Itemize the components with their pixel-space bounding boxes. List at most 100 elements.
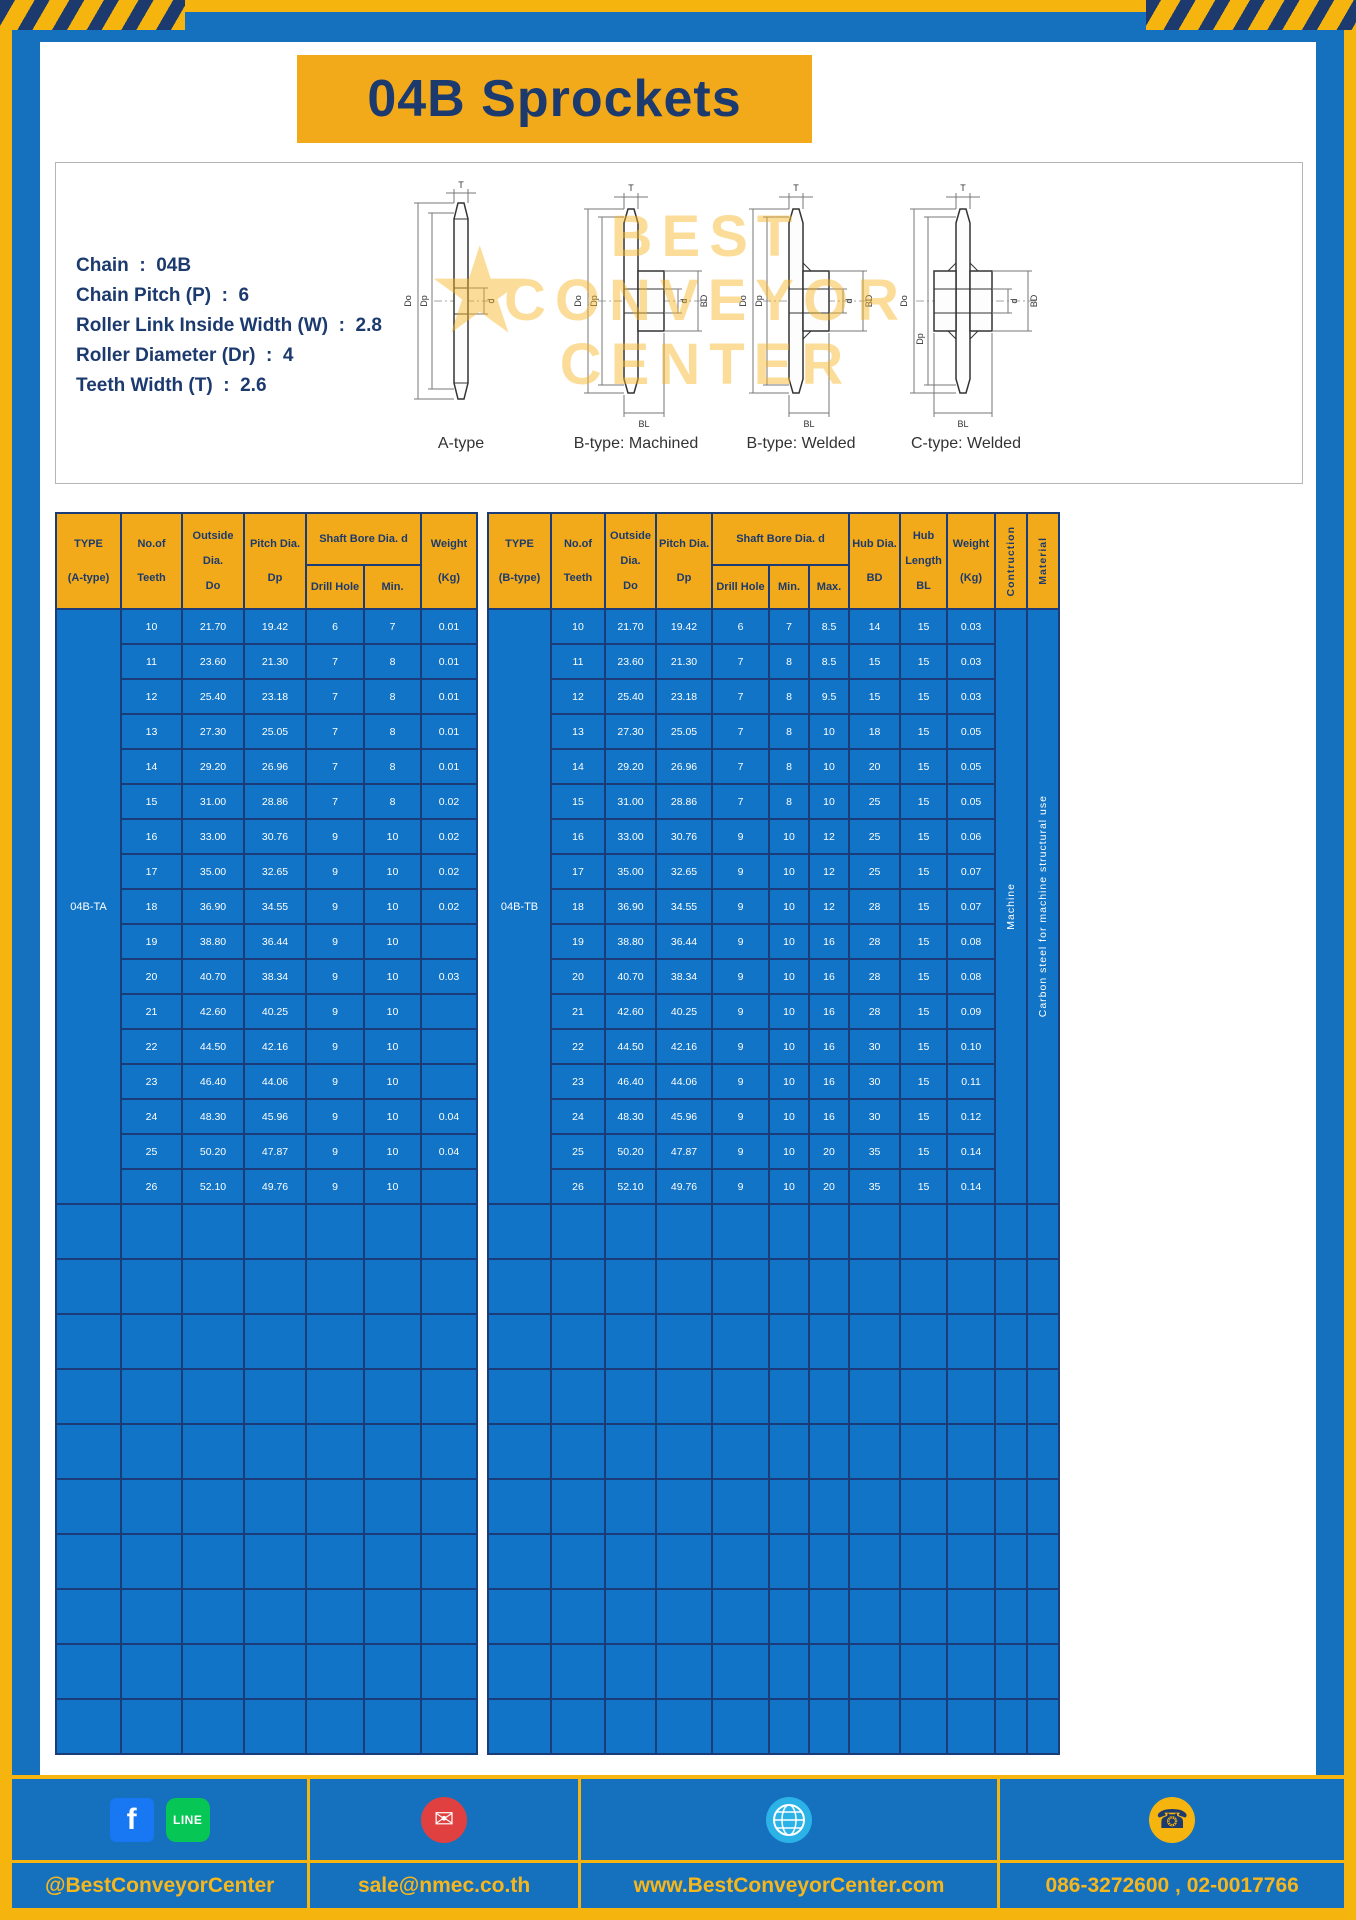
- cell-outside-dia: 33.00: [181, 818, 245, 855]
- cell-outside-dia: 35.00: [604, 853, 657, 890]
- empty-cell: [807, 1313, 851, 1370]
- cell-hub-length: 15: [899, 853, 949, 890]
- dim-label-t: T: [628, 183, 634, 193]
- empty-cell: [243, 1588, 307, 1645]
- empty-cell: [655, 1478, 713, 1535]
- empty-cell: [807, 1588, 851, 1645]
- dim-label-t: T: [793, 183, 799, 193]
- empty-cell: [363, 1478, 422, 1535]
- cell-max: 16: [807, 993, 851, 1030]
- cell-drill-hole: 9: [305, 1063, 365, 1100]
- cell-min: 8: [768, 713, 810, 750]
- empty-cell: [807, 1203, 851, 1260]
- sheet-content: 04B Sprockets Chain : 04B Chain Pitch (P…: [40, 42, 1316, 1775]
- empty-cell: [420, 1203, 478, 1260]
- cell-outside-dia: 29.20: [181, 748, 245, 785]
- empty-cell: [946, 1423, 997, 1480]
- cell-weight: 0.06: [946, 818, 997, 855]
- empty-cell: [848, 1258, 902, 1315]
- cell-outside-dia: 21.70: [181, 608, 245, 645]
- empty-cell: [899, 1423, 949, 1480]
- empty-cell: [363, 1368, 422, 1425]
- cell-min: 10: [768, 958, 810, 995]
- empty-cell: [946, 1313, 997, 1370]
- footer-phone-numbers: 086-3272600 , 02-0017766: [1000, 1860, 1344, 1908]
- cell-drill-hole: 7: [711, 643, 770, 680]
- cell-hub-length: 15: [899, 993, 949, 1030]
- cell-max: 8.5: [807, 643, 851, 680]
- empty-cell: [848, 1203, 902, 1260]
- table-b-body: 04B-TB 10 21.70 19.42 6 7 8.5 14 15 0.03 Machine Ca…: [487, 608, 1061, 1755]
- cell-pitch-dia: 42.16: [243, 1028, 307, 1065]
- cell-drill-hole: 9: [711, 1028, 770, 1065]
- empty-cell: [807, 1533, 851, 1590]
- data-row: 20 40.70 38.34 9 10 16 28 15 0.08: [488, 958, 1059, 995]
- empty-cell: [305, 1368, 365, 1425]
- cell-teeth: 23: [550, 1063, 606, 1100]
- cell-pitch-dia: 25.05: [243, 713, 307, 750]
- type-label: 04B-TB: [487, 608, 552, 1205]
- empty-cell: [1026, 1643, 1061, 1700]
- empty-cell: [305, 1478, 365, 1535]
- empty-cell: [655, 1313, 713, 1370]
- mail-icon: ✉: [421, 1796, 468, 1843]
- data-row: 16 33.00 30.76 9 10 12 25 15 0.06: [488, 818, 1059, 855]
- empty-cell: [946, 1258, 997, 1315]
- cell-teeth: 20: [120, 958, 183, 995]
- empty-cell: [994, 1313, 1029, 1370]
- dim-label-do: Do: [738, 295, 748, 307]
- empty-row: [487, 1643, 1061, 1700]
- spec-drawing-box: Chain : 04B Chain Pitch (P) : 6 Roller L…: [55, 162, 1303, 484]
- cell-outside-dia: 48.30: [181, 1098, 245, 1135]
- empty-cell: [946, 1203, 997, 1260]
- cell-teeth: 13: [120, 713, 183, 750]
- data-row: 14 29.20 26.96 7 8 10 20 15 0.05: [488, 748, 1059, 785]
- cell-teeth: 21: [550, 993, 606, 1030]
- cell-teeth: 17: [120, 853, 183, 890]
- empty-cell: [305, 1203, 365, 1260]
- empty-cell: [807, 1258, 851, 1315]
- empty-cell: [120, 1313, 183, 1370]
- cell-pitch-dia: 49.76: [243, 1168, 307, 1205]
- empty-cell: [899, 1478, 949, 1535]
- cell-weight: 0.08: [946, 958, 997, 995]
- cell-outside-dia: 35.00: [181, 853, 245, 890]
- empty-cell: [946, 1643, 997, 1700]
- empty-cell: [120, 1533, 183, 1590]
- empty-cell: [899, 1313, 949, 1370]
- header-pitch-dia: Pitch Dia. Dp: [243, 512, 307, 610]
- data-row: 26 52.10 49.76 9 10 20 35 15 0.14: [488, 1168, 1059, 1205]
- empty-row: [487, 1533, 1061, 1590]
- cell-pitch-dia: 49.76: [655, 1168, 713, 1205]
- empty-cell: [604, 1203, 657, 1260]
- cell-pitch-dia: 36.44: [243, 923, 307, 960]
- cell-outside-dia: 25.40: [604, 678, 657, 715]
- cell-weight: [420, 923, 478, 960]
- empty-cell: [55, 1533, 122, 1590]
- empty-cell: [848, 1533, 902, 1590]
- header-hub-length: Hub Length BL: [899, 512, 949, 610]
- empty-cell: [487, 1423, 552, 1480]
- empty-cell: [604, 1368, 657, 1425]
- dim-label-d: d: [679, 298, 689, 303]
- empty-cell: [946, 1533, 997, 1590]
- cell-weight: 0.03: [946, 678, 997, 715]
- empty-cell: [655, 1698, 713, 1755]
- empty-cell: [655, 1368, 713, 1425]
- hazard-stripe-right: [1146, 0, 1356, 30]
- cell-teeth: 22: [550, 1028, 606, 1065]
- data-row: 18 36.90 34.55 9 10 0.02: [56, 888, 478, 925]
- cell-teeth: 15: [550, 783, 606, 820]
- dim-label-bl: BL: [957, 419, 968, 429]
- empty-cell: [487, 1478, 552, 1535]
- cell-min: 10: [363, 888, 422, 925]
- cell-weight: 0.01: [420, 608, 478, 645]
- dim-label-bd: BD: [699, 294, 709, 307]
- empty-cell: [420, 1478, 478, 1535]
- empty-cell: [550, 1588, 606, 1645]
- cell-teeth: 16: [550, 818, 606, 855]
- cell-max: 16: [807, 1098, 851, 1135]
- cell-outside-dia: 23.60: [604, 643, 657, 680]
- empty-cell: [768, 1698, 810, 1755]
- material-value: Carbon steel for machine structural use: [1026, 608, 1061, 1205]
